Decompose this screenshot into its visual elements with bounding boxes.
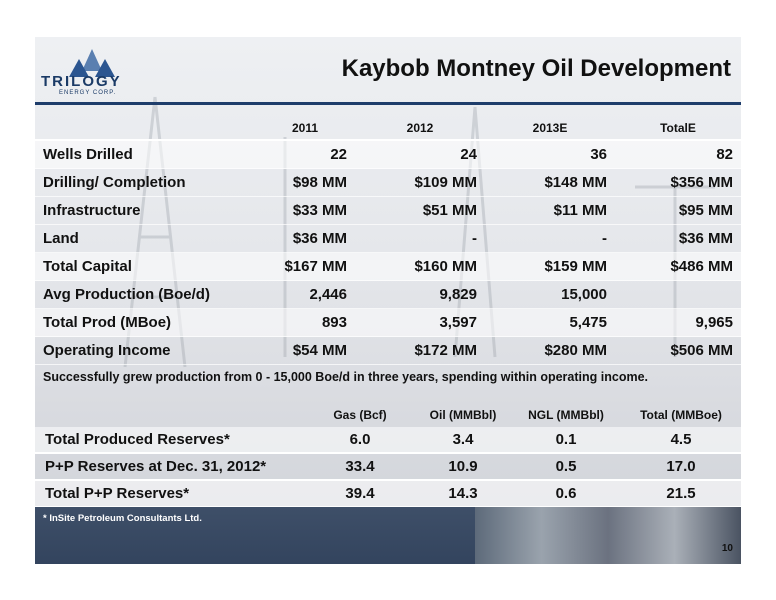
capital-production-table: 2011 2012 2013E TotalE Wells Drilled 22 … [35,117,741,365]
row-label: Land [35,224,255,253]
row-label: Drilling/ Completion [35,168,255,197]
cell-value: 21.5 [621,480,741,508]
cell-value [615,280,741,309]
cell-value: $172 MM [355,336,485,365]
cell-value: $280 MM [485,336,615,365]
cell-value: 2,446 [255,280,355,309]
footer-band [35,507,475,564]
column-header: Total (MMBoe) [640,408,722,422]
table-row: Total Capital $167 MM $160 MM $159 MM $4… [35,252,741,281]
cell-value: 14.3 [415,480,511,508]
table-header-row: Gas (Bcf) Oil (MMBbl) NGL (MMBbl) Total … [35,403,741,427]
cell-value: 0.6 [511,480,621,508]
row-label: Avg Production (Boe/d) [35,280,255,309]
column-header: NGL (MMBbl) [528,408,604,422]
row-label: Wells Drilled [35,139,255,169]
cell-value: 9,965 [615,308,741,337]
cell-value: $51 MM [355,196,485,225]
cell-value: 6.0 [305,427,415,454]
column-header-label [35,117,255,140]
cell-value: $486 MM [615,252,741,281]
cell-value: 24 [355,139,485,169]
page-title: Kaybob Montney Oil Development [341,55,731,82]
column-header: 2012 [406,121,434,135]
cell-value: 39.4 [305,480,415,508]
cell-value: 10.9 [415,453,511,481]
logo-text: TRILOGY [41,73,122,90]
cell-value: 0.1 [511,427,621,454]
table-row: Avg Production (Boe/d) 2,446 9,829 15,00… [35,280,741,309]
cell-value: $148 MM [485,168,615,197]
cell-value: 15,000 [485,280,615,309]
cell-value: $54 MM [255,336,355,365]
header-divider [35,102,741,105]
cell-value: 5,475 [485,308,615,337]
row-label: P+P Reserves at Dec. 31, 2012* [35,453,305,481]
column-header: 2011 [291,121,319,135]
column-header: 2013E [532,121,568,135]
cell-value: 22 [255,139,355,169]
cell-value: 9,829 [355,280,485,309]
row-label: Total Produced Reserves* [35,427,305,454]
cell-value: $98 MM [255,168,355,197]
cell-value: - [485,224,615,253]
table-header-row: 2011 2012 2013E TotalE [35,117,741,140]
cell-value: $36 MM [615,224,741,253]
trilogy-logo [69,49,115,77]
cell-value: $95 MM [615,196,741,225]
table-row: Total P+P Reserves* 39.4 14.3 0.6 21.5 [35,480,741,508]
cell-value: $109 MM [355,168,485,197]
column-header: TotalE [660,121,696,135]
cell-value: 82 [615,139,741,169]
page-number: 10 [721,543,733,554]
cell-value: $36 MM [255,224,355,253]
cell-value: 893 [255,308,355,337]
cell-value: 0.5 [511,453,621,481]
table-row: Land $36 MM - - $36 MM [35,224,741,253]
logo-subtext: ENERGY CORP. [59,90,117,96]
cell-value: - [355,224,485,253]
table-row: P+P Reserves at Dec. 31, 2012* 33.4 10.9… [35,453,741,481]
cell-value: 3.4 [415,427,511,454]
table-row: Operating Income $54 MM $172 MM $280 MM … [35,336,741,365]
cell-value: $356 MM [615,168,741,197]
table-row: Total Produced Reserves* 6.0 3.4 0.1 4.5 [35,427,741,454]
footnote: * InSite Petroleum Consultants Ltd. [43,513,202,524]
cell-value: 17.0 [621,453,741,481]
table-row: Wells Drilled 22 24 36 82 [35,139,741,169]
cell-value: 36 [485,139,615,169]
column-header: Oil (MMBbl) [429,408,497,422]
cell-value: 3,597 [355,308,485,337]
cell-value: $506 MM [615,336,741,365]
cell-value: $160 MM [355,252,485,281]
cell-value: $167 MM [255,252,355,281]
cell-value: $11 MM [485,196,615,225]
slide: TRILOGY ENERGY CORP. Kaybob Montney Oil … [35,37,741,564]
row-label: Total Prod (MBoe) [35,308,255,337]
row-label: Total Capital [35,252,255,281]
row-label: Operating Income [35,336,255,365]
table-row: Infrastructure $33 MM $51 MM $11 MM $95 … [35,196,741,225]
summary-note: Successfully grew production from 0 - 15… [43,370,648,384]
row-label: Total P+P Reserves* [35,480,305,508]
table-row: Drilling/ Completion $98 MM $109 MM $148… [35,168,741,197]
cell-value: $159 MM [485,252,615,281]
cell-value: 4.5 [621,427,741,454]
cell-value: 33.4 [305,453,415,481]
oilfield-photo-strip [475,507,741,564]
reserves-table: Gas (Bcf) Oil (MMBbl) NGL (MMBbl) Total … [35,403,741,508]
column-header: Gas (Bcf) [333,408,387,422]
column-header-label [35,403,305,427]
table-row: Total Prod (MBoe) 893 3,597 5,475 9,965 [35,308,741,337]
cell-value: $33 MM [255,196,355,225]
row-label: Infrastructure [35,196,255,225]
